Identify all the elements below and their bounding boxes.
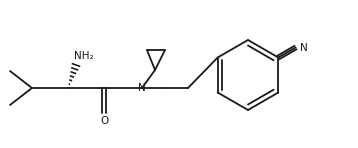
Text: NH₂: NH₂ (74, 51, 94, 61)
Text: N: N (138, 83, 146, 93)
Text: O: O (100, 116, 108, 126)
Text: N: N (300, 42, 308, 53)
